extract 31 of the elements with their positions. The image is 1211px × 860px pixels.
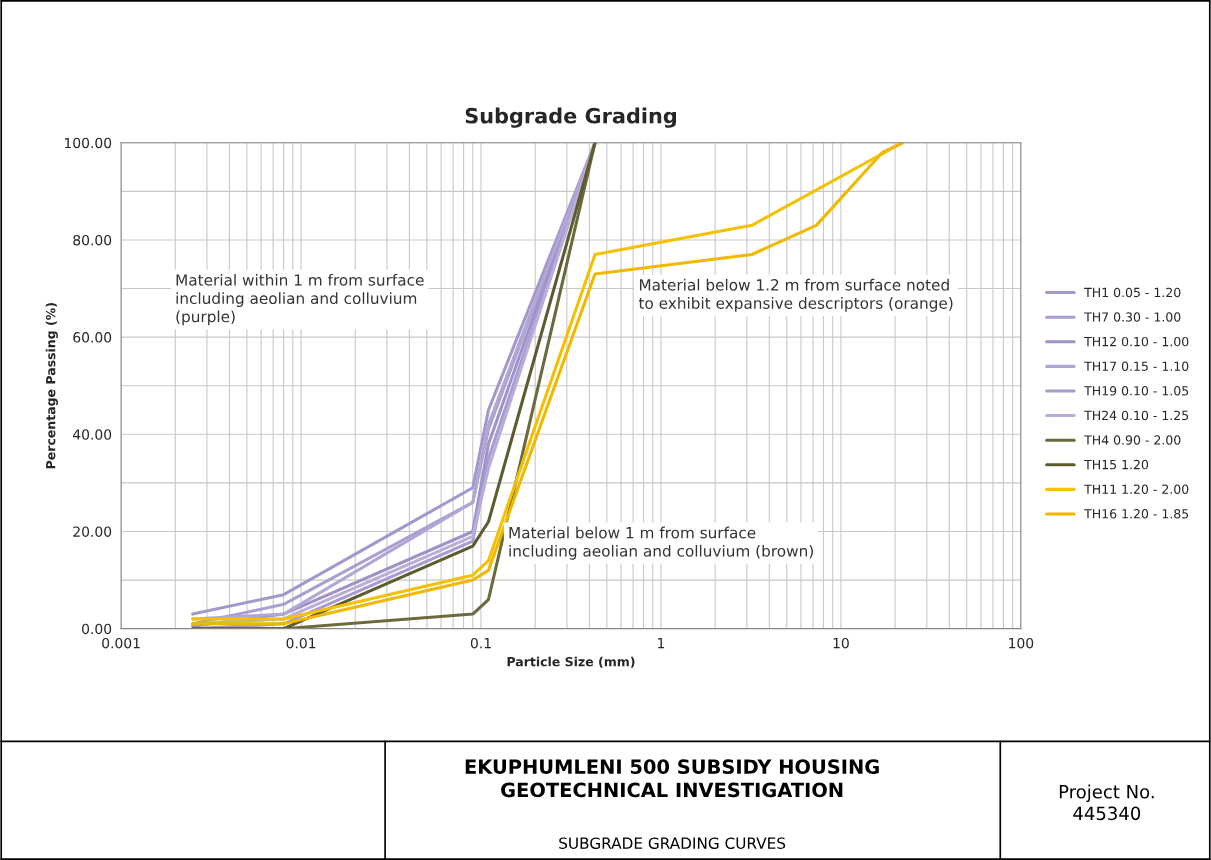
x-tick-label: 0.1 [470,637,491,649]
legend-label: TH24 0.10 - 1.25 [1084,410,1189,421]
legend-label: TH16 1.20 - 1.85 [1084,509,1189,519]
y-tick-label: 0.00 [82,623,112,635]
y-tick-label: 40.00 [72,429,112,440]
legend-label: TH7 0.30 - 1.00 [1084,312,1181,322]
y-tick-label: 100.00 [65,137,112,149]
x-tick-label: 100 [1009,637,1034,649]
y-tick-label: 80.00 [73,234,112,246]
legend-label: TH12 0.10 - 1.00 [1084,336,1189,347]
x-tick-label: 0.001 [102,637,140,649]
text: EKUPHUMLENI 500 SUBSIDY HOUSING GEOTECHNICAL INVESTIGATION [465,759,879,798]
legend-label: TH19 0.10 - 1.05 [1084,386,1189,396]
text: SUBGRADE GRADING CURVES [559,837,786,849]
legend-label: TH1 0.05 - 1.20 [1084,287,1181,298]
legend-label: TH11 1.20 - 2.00 [1084,484,1189,494]
y-tick-label: 20.00 [73,526,112,537]
legend-label: TH15 1.20 [1084,459,1149,470]
legend-label: TH17 0.15 - 1.10 [1084,361,1189,371]
annotation: Material below 1.2 m from surface noted to exhibit expansive descriptors (orange) [638,278,953,312]
text: Project No. 445340 [1059,784,1154,821]
x-tick-label: 0.01 [286,637,316,649]
y-axis-title: Percentage Passing (%) [45,303,58,469]
x-axis-title: Particle Size (mm) [507,656,635,668]
chart-title: Subgrade Grading [465,107,676,128]
legend-label: TH4 0.90 - 2.00 [1084,435,1181,445]
y-tick-label: 60.00 [73,332,112,343]
annotation: Material below 1 m from surface including aeolian and colluvium (brown) [509,526,813,560]
x-tick-label: 10 [833,637,849,649]
annotation: Material within 1 m from surface including aeolian and colluvium (purple) [176,273,424,326]
x-tick-label: 1 [658,638,665,649]
